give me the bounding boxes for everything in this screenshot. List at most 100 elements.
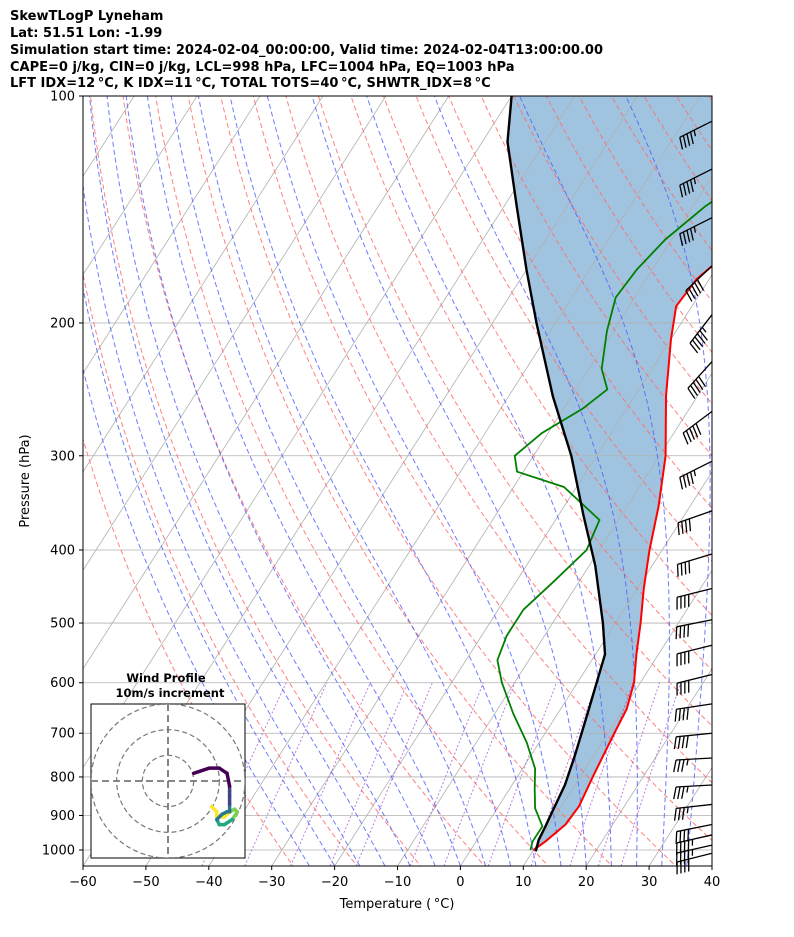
wind-barb	[677, 510, 713, 536]
wind-barb-staff	[689, 314, 713, 344]
isotherm	[0, 79, 19, 869]
x-axis-label: Temperature ( °C)	[339, 897, 455, 912]
isotherm	[397, 372, 712, 866]
wind-barb-flag	[677, 759, 681, 773]
wind-barb	[675, 619, 713, 640]
wind-barb-flag	[682, 432, 689, 445]
moist-adiabat	[83, 182, 361, 866]
dry-adiabat	[155, 96, 549, 866]
hodograph-subtitle: 10m/s increment	[116, 686, 225, 700]
wind-barb-staff	[676, 673, 713, 684]
wind-barb-flag	[687, 624, 690, 637]
moist-adiabat	[89, 96, 386, 866]
wind-barb-flag	[688, 560, 691, 574]
hodograph-rings	[91, 704, 245, 858]
isotherm	[83, 96, 450, 670]
wind-barb-flag	[687, 387, 696, 399]
wind-barb-staff	[676, 587, 713, 598]
wind-barb-flag	[684, 562, 687, 575]
x-tick-label: 20	[578, 875, 595, 890]
isotherm	[83, 96, 387, 572]
cape-line: CAPE=0 j/kg, CIN=0 j/kg, LCL=998 hPa, LF…	[10, 60, 515, 75]
wind-barb-flag	[677, 736, 681, 749]
location-line: Lat: 51.51 Lon: -1.99	[10, 26, 163, 41]
x-tick-label: 40	[704, 875, 721, 890]
x-tick-label: 0	[456, 875, 464, 890]
wind-barb-staff	[676, 844, 713, 854]
wind-barb-flag	[674, 709, 678, 722]
hodograph-title: Wind Profile	[126, 671, 206, 685]
wind-barb-half-flag	[686, 759, 689, 766]
moist-adiabat	[197, 96, 512, 866]
wind-barb-flag	[682, 707, 685, 721]
wind-barb-half-flag	[686, 786, 689, 793]
dry-adiabat	[708, 96, 712, 102]
wind-barb-flag	[675, 626, 678, 640]
moist-adiabat	[519, 96, 670, 866]
y-tick-label: 600	[50, 676, 75, 691]
wind-barb-flag	[694, 336, 704, 347]
moist-adiabat	[146, 96, 461, 866]
y-tick-label: 800	[50, 770, 75, 785]
chart-title: SkewTLogP Lyneham	[10, 9, 164, 24]
wind-barb-flag	[691, 339, 701, 351]
wind-barb-flag	[673, 736, 677, 750]
wind-barb-staff	[679, 217, 713, 235]
wind-barb-flag	[673, 759, 677, 773]
y-tick-label: 300	[50, 449, 75, 464]
wind-barb-flag	[686, 181, 691, 194]
wind-barb-flag	[686, 707, 689, 720]
isotherm	[773, 79, 794, 869]
wind-barb	[676, 587, 713, 610]
mixing-ratio-line	[620, 682, 682, 866]
x-tick-label: −10	[384, 875, 411, 890]
moist-adiabat	[433, 96, 638, 866]
wind-barb-flag	[683, 625, 686, 638]
cape-cin-fill	[507, 96, 712, 852]
wind-barb-staff	[679, 168, 713, 186]
wind-barb-staff	[676, 803, 713, 810]
wind-barb-staff	[679, 120, 713, 138]
moist-adiabat	[83, 285, 336, 866]
wind-barb-staff	[682, 410, 713, 434]
x-tick-label: −50	[132, 875, 159, 890]
isotherm	[83, 96, 198, 276]
wind-barb-flag	[681, 807, 685, 820]
wind-barb	[679, 460, 713, 490]
wind-barb-half-flag	[693, 469, 697, 477]
x-tick-label: −40	[195, 875, 222, 890]
wind-barb-flag	[679, 185, 684, 198]
mixing-ratio-line	[597, 682, 661, 866]
wind-barb	[673, 803, 713, 821]
wind-barb-staff	[677, 553, 713, 566]
wind-barb-staff	[676, 757, 713, 761]
wind-barb-staff	[676, 834, 713, 844]
wind-barb	[673, 732, 713, 750]
moist-adiabat	[366, 96, 612, 866]
wind-barb-half-flag	[693, 177, 697, 185]
wind-barb-staff	[679, 460, 713, 478]
wind-barb	[674, 703, 713, 722]
wind-barb-flag	[677, 522, 680, 536]
dry-adiabat	[83, 271, 358, 866]
wind-barb-staff	[687, 361, 713, 389]
wind-barb-flag	[692, 382, 701, 393]
y-tick-label: 400	[50, 543, 75, 558]
mixing-ratio-line	[443, 682, 516, 866]
mixing-ratio-line	[530, 682, 598, 866]
wind-barb-flag	[687, 829, 690, 842]
wind-barb-flag	[682, 183, 687, 196]
wind-barb-flag	[679, 477, 684, 490]
y-axis-label: Pressure (hPa)	[18, 434, 33, 527]
isotherm	[0, 79, 82, 869]
wind-barb-half-flag	[686, 806, 689, 814]
temperature-profile	[532, 264, 712, 851]
x-tick-label: −30	[258, 875, 285, 890]
wind-barb	[676, 673, 713, 696]
mixing-ratio-line	[244, 682, 328, 866]
dry-adiabat	[122, 96, 486, 866]
wind-barb-flag	[691, 284, 699, 297]
wind-barb-flag	[682, 231, 687, 245]
wind-barb-flag	[673, 808, 677, 821]
wind-barb-flag	[689, 471, 694, 485]
